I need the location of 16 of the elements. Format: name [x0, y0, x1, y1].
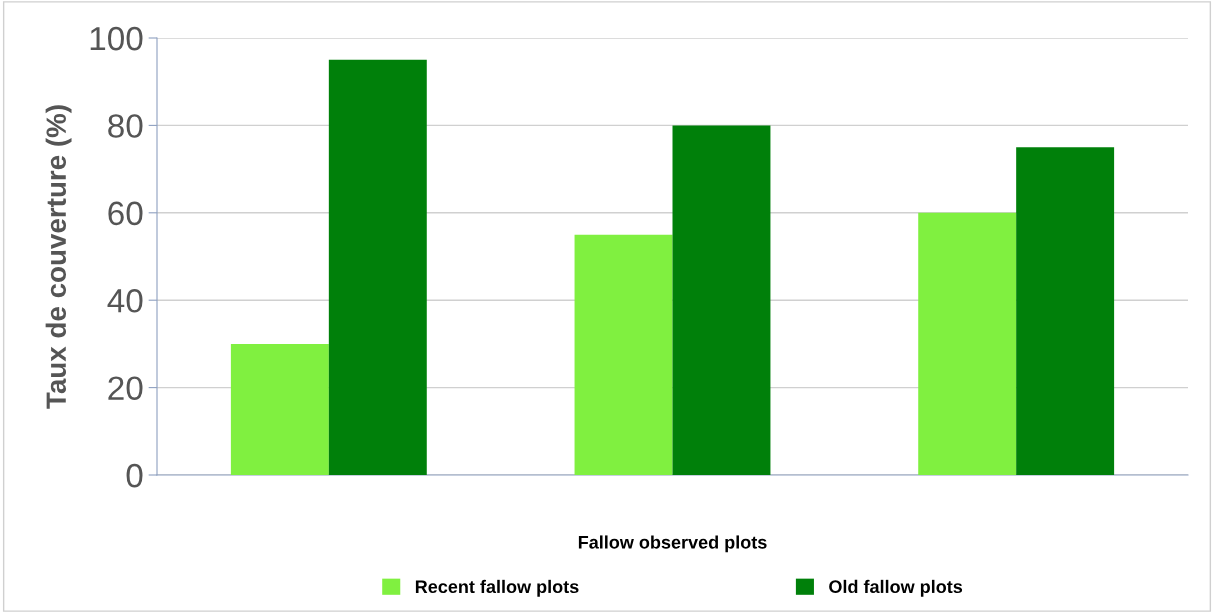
bar	[328, 59, 427, 475]
legend-label: Recent fallow plots	[415, 579, 579, 597]
bar	[672, 125, 771, 475]
bar	[918, 212, 1017, 475]
bar	[1016, 147, 1115, 475]
x-axis-title: Fallow observed plots	[578, 535, 767, 553]
y-tick-label: 0	[126, 463, 143, 488]
y-axis-title: Taux de couverture (%)	[45, 105, 72, 409]
bar	[574, 234, 673, 475]
y-tick-label: 40	[107, 289, 143, 313]
y-tick-label: 60	[108, 201, 143, 226]
legend-label: Old fallow plots	[829, 579, 963, 597]
y-tick-label: 100	[90, 26, 143, 51]
y-tick-label: 20	[108, 376, 143, 401]
bar	[230, 343, 329, 475]
y-tick-label: 80	[108, 114, 143, 138]
